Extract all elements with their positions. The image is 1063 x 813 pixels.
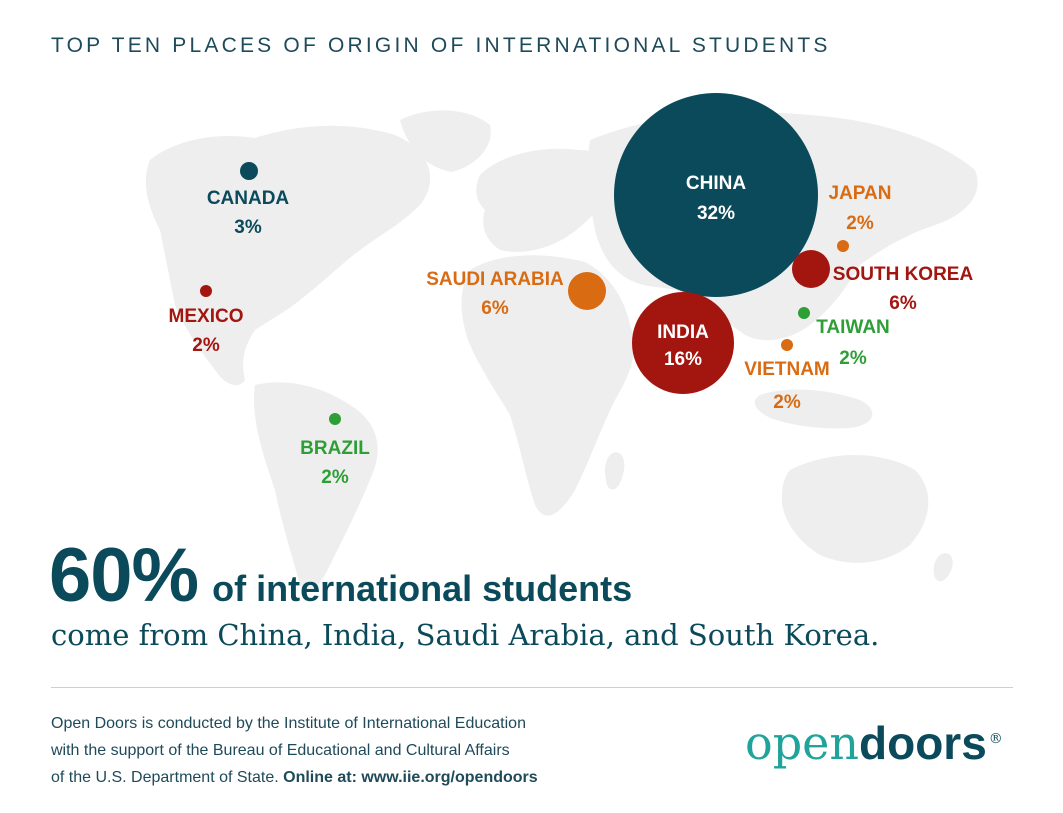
india-pct: 16% xyxy=(664,349,702,370)
south-korea-bubble xyxy=(792,250,830,288)
mexico-bubble xyxy=(200,285,212,297)
greenland-land xyxy=(400,110,491,172)
vietnam-pct: 2% xyxy=(773,392,801,413)
australia-land xyxy=(781,455,929,563)
india-label: INDIA xyxy=(657,322,709,343)
north-america-land xyxy=(145,125,431,386)
footer-line-1: Open Doors is conducted by the Institute… xyxy=(51,715,526,732)
new-zealand-land xyxy=(933,553,953,582)
china-pct: 32% xyxy=(697,203,735,224)
vietnam-label: VIETNAM xyxy=(744,359,830,380)
logo-open: open xyxy=(745,716,859,770)
footer-line-3-plain: of the U.S. Department of State. xyxy=(51,769,279,786)
japan-label: JAPAN xyxy=(829,183,892,204)
japan-bubble xyxy=(837,240,849,252)
footer-line-3: of the U.S. Department of State. Online … xyxy=(51,764,538,791)
japan-pct: 2% xyxy=(846,213,874,234)
taiwan-label: TAIWAN xyxy=(816,317,890,338)
subheadline: come from China, India, Saudi Arabia, an… xyxy=(51,618,880,652)
footer-credit: Open Doors is conducted by the Institute… xyxy=(51,710,538,791)
brazil-bubble xyxy=(329,413,341,425)
mexico-label: MEXICO xyxy=(169,306,244,327)
canada-label: CANADA xyxy=(207,188,290,209)
logo-doors: doors xyxy=(859,717,987,769)
taiwan-pct: 2% xyxy=(839,348,867,369)
africa-land xyxy=(461,255,635,516)
south-korea-pct: 6% xyxy=(889,293,917,314)
landmasses xyxy=(145,110,978,592)
footer-line-2: with the support of the Bureau of Educat… xyxy=(51,742,510,759)
mexico-pct: 2% xyxy=(192,335,220,356)
china-label: CHINA xyxy=(686,173,746,194)
headline: 60% of international students xyxy=(49,532,632,619)
saudi-arabia-pct: 6% xyxy=(481,298,509,319)
vietnam-bubble xyxy=(781,339,793,351)
india-bubble xyxy=(632,292,734,394)
logo-registered: ® xyxy=(988,730,1003,747)
brazil-pct: 2% xyxy=(321,467,349,488)
canada-bubble xyxy=(240,162,258,180)
headline-percent: 60% xyxy=(49,533,199,618)
divider xyxy=(51,687,1013,688)
south-america-land xyxy=(254,382,378,592)
canada-pct: 3% xyxy=(234,217,262,238)
europe-land xyxy=(476,148,614,252)
south-korea-label: SOUTH KOREA xyxy=(833,264,974,285)
madagascar-land xyxy=(605,452,625,490)
opendoors-logo: opendoors ® xyxy=(745,716,1003,770)
saudi-arabia-label: SAUDI ARABIA xyxy=(426,269,564,290)
indonesia-land xyxy=(754,389,873,429)
china-bubble xyxy=(614,93,818,297)
saudi-arabia-bubble xyxy=(568,272,606,310)
headline-text: of international students xyxy=(212,568,633,609)
brazil-label: BRAZIL xyxy=(300,438,370,459)
infographic-title: TOP TEN PLACES OF ORIGIN OF INTERNATIONA… xyxy=(51,34,831,57)
footer-url[interactable]: Online at: www.iie.org/opendoors xyxy=(283,769,538,786)
taiwan-bubble xyxy=(798,307,810,319)
